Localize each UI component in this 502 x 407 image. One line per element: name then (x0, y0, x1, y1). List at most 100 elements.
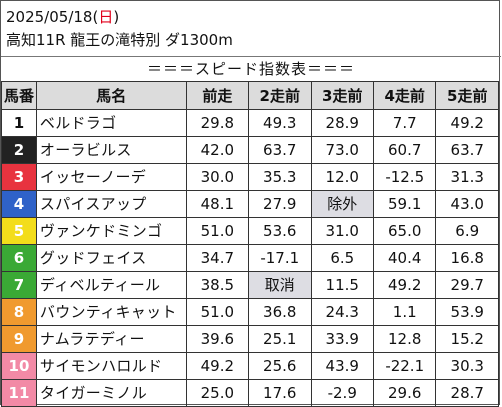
horse-number: 10 (1, 352, 37, 380)
horse-name: ディベルティール (35, 271, 187, 299)
horse-number: 1 (1, 109, 37, 137)
speed-5-before: 29.7 (435, 271, 499, 299)
horse-name: イッセーノーデ (35, 163, 187, 191)
speed-3-before-excluded: 除外 (310, 190, 374, 218)
speed-last: 34.7 (185, 244, 250, 272)
speed-last: 51.0 (185, 298, 250, 326)
horse-number: 8 (1, 298, 37, 326)
speed-4-before: 29.6 (372, 379, 437, 407)
column-header-5-before: 5走前 (435, 81, 499, 110)
speed-2-before: 36.8 (248, 298, 312, 326)
table-header-row: 馬番 馬名 前走 2走前 3走前 4走前 5走前 (1, 81, 499, 110)
speed-3-before: 24.3 (310, 298, 374, 326)
speed-3-before: 73.0 (310, 136, 374, 164)
speed-last: 48.1 (185, 190, 250, 218)
table-row: 5 ヴァンケドミンゴ 51.0 53.6 31.0 65.0 6.9 (1, 217, 499, 245)
speed-5-before: 49.2 (435, 109, 499, 137)
speed-5-before: 6.9 (435, 217, 499, 245)
horse-number: 4 (1, 190, 37, 218)
table-row: 8 バウンティキャット 51.0 36.8 24.3 1.1 53.9 (1, 298, 499, 326)
horse-number: 3 (1, 163, 37, 191)
speed-2-before: 53.6 (248, 217, 312, 245)
horse-number: 2 (1, 136, 37, 164)
speed-last: 25.0 (185, 379, 250, 407)
speed-2-before: 63.7 (248, 136, 312, 164)
horse-name: オーラビルス (35, 136, 187, 164)
speed-last: 29.8 (185, 109, 250, 137)
horse-name: ナムラテディー (35, 325, 187, 353)
speed-last: 39.6 (185, 325, 250, 353)
speed-2-before: 35.3 (248, 163, 312, 191)
horse-number: 7 (1, 271, 37, 299)
speed-5-before: 15.2 (435, 325, 499, 353)
race-date: 2025/05/18(日) (6, 8, 120, 26)
horse-name: バウンティキャット (35, 298, 187, 326)
speed-4-before: 49.2 (372, 271, 437, 299)
speed-3-before: 6.5 (310, 244, 374, 272)
speed-last: 30.0 (185, 163, 250, 191)
speed-4-before: 60.7 (372, 136, 437, 164)
horse-name: グッドフェイス (35, 244, 187, 272)
weekday: 日 (98, 8, 114, 26)
speed-last: 38.5 (185, 271, 250, 299)
horse-name: ベルドラゴ (35, 109, 187, 137)
column-header-4-before: 4走前 (372, 81, 437, 110)
divider (1, 56, 501, 57)
speed-5-before: 28.7 (435, 379, 499, 407)
speed-last: 49.2 (185, 352, 250, 380)
speed-4-before: 65.0 (372, 217, 437, 245)
speed-2-before: 25.1 (248, 325, 312, 353)
horse-number: 5 (1, 217, 37, 245)
date-text: 2025/05/18 (6, 8, 93, 26)
speed-3-before: 28.9 (310, 109, 374, 137)
table-row: 6 グッドフェイス 34.7 -17.1 6.5 40.4 16.8 (1, 244, 499, 272)
speed-index-table: 馬番 馬名 前走 2走前 3走前 4走前 5走前 1 ベルドラゴ 29.8 49… (1, 81, 499, 407)
speed-2-before: -17.1 (248, 244, 312, 272)
table-row: 3 イッセーノーデ 30.0 35.3 12.0 -12.5 31.3 (1, 163, 499, 191)
speed-3-before: 31.0 (310, 217, 374, 245)
table-row: 1 ベルドラゴ 29.8 49.3 28.9 7.7 49.2 (1, 109, 499, 137)
horse-number: 9 (1, 325, 37, 353)
speed-4-before: 12.8 (372, 325, 437, 353)
horse-number: 11 (1, 379, 37, 407)
speed-4-before: -22.1 (372, 352, 437, 380)
table-row: 7 ディベルティール 38.5 取消 11.5 49.2 29.7 (1, 271, 499, 299)
speed-2-before-scratched: 取消 (248, 271, 312, 299)
table-row: 2 オーラビルス 42.0 63.7 73.0 60.7 63.7 (1, 136, 499, 164)
column-header-3-before: 3走前 (310, 81, 374, 110)
speed-4-before: 7.7 (372, 109, 437, 137)
speed-2-before: 17.6 (248, 379, 312, 407)
speed-last: 51.0 (185, 217, 250, 245)
speed-3-before: 33.9 (310, 325, 374, 353)
horse-name: サイモンハロルド (35, 352, 187, 380)
race-title: 高知11R 龍王の滝特別 ダ1300m (6, 31, 233, 49)
speed-3-before: 43.9 (310, 352, 374, 380)
speed-5-before: 63.7 (435, 136, 499, 164)
speed-5-before: 31.3 (435, 163, 499, 191)
speed-3-before: 11.5 (310, 271, 374, 299)
speed-5-before: 16.8 (435, 244, 499, 272)
speed-5-before: 53.9 (435, 298, 499, 326)
column-header-name: 馬名 (35, 81, 187, 110)
horse-name: タイガーミノル (35, 379, 187, 407)
speed-last: 42.0 (185, 136, 250, 164)
speed-4-before: 59.1 (372, 190, 437, 218)
column-header-last: 前走 (185, 81, 250, 110)
speed-4-before: 1.1 (372, 298, 437, 326)
speed-2-before: 49.3 (248, 109, 312, 137)
speed-3-before: -2.9 (310, 379, 374, 407)
speed-3-before: 12.0 (310, 163, 374, 191)
column-header-number: 馬番 (1, 81, 37, 110)
horse-name: スパイスアップ (35, 190, 187, 218)
horse-number: 6 (1, 244, 37, 272)
speed-2-before: 27.9 (248, 190, 312, 218)
table-row: 10 サイモンハロルド 49.2 25.6 43.9 -22.1 30.3 (1, 352, 499, 380)
speed-4-before: -12.5 (372, 163, 437, 191)
speed-5-before: 43.0 (435, 190, 499, 218)
table-row: 4 スパイスアップ 48.1 27.9 除外 59.1 43.0 (1, 190, 499, 218)
speed-4-before: 40.4 (372, 244, 437, 272)
horse-name: ヴァンケドミンゴ (35, 217, 187, 245)
table-caption: ＝＝＝スピード指数表＝＝＝ (146, 60, 355, 78)
column-header-2-before: 2走前 (248, 81, 312, 110)
